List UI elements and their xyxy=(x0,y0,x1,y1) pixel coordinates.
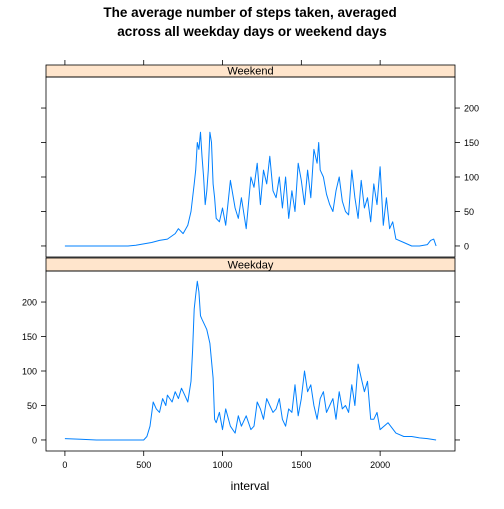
x-tick-label: 500 xyxy=(136,460,151,470)
y-tick-label-weekday: 100 xyxy=(22,367,37,377)
series-line-weekday xyxy=(64,280,437,441)
chart-title: The average number of steps taken, avera… xyxy=(103,5,400,39)
x-tick-label: 1000 xyxy=(213,460,233,470)
y-tick-label-weekend: 50 xyxy=(464,207,474,217)
x-tick-label: 0 xyxy=(62,460,67,470)
panel-weekday: Weekday 0 50 100 150 200 xyxy=(22,257,460,452)
x-tick-label: 2000 xyxy=(370,460,390,470)
x-axis: 0 500 1000 1500 2000 xyxy=(62,451,390,470)
y-tick-label-weekday: 200 xyxy=(22,298,37,308)
chart-title-line-1: The average number of steps taken, avera… xyxy=(103,5,396,20)
y-tick-label-weekend: 150 xyxy=(464,138,479,148)
y-tick-label-weekday: 150 xyxy=(22,332,37,342)
x-tick-label: 1500 xyxy=(291,460,311,470)
y-tick-label-weekday: 50 xyxy=(27,401,37,411)
panel-border-weekday xyxy=(45,270,456,452)
strip-label-weekend: Weekend xyxy=(227,66,273,78)
x-axis-label: interval xyxy=(231,479,270,493)
series-line-weekend xyxy=(64,131,437,247)
panel-weekend: Weekend 0 50 100 150 200 xyxy=(41,60,479,258)
strip-label-weekday: Weekday xyxy=(228,260,274,272)
y-tick-label-weekend: 200 xyxy=(464,104,479,114)
y-tick-label-weekday: 0 xyxy=(32,435,37,445)
panels-layer: Weekend 0 50 100 150 200 Weekday 0 50 100 150 200 xyxy=(22,60,479,452)
chart-title-line-2: across all weekday days or weekend days xyxy=(117,24,386,39)
y-tick-label-weekend: 0 xyxy=(464,241,469,251)
y-tick-label-weekend: 100 xyxy=(464,173,479,183)
panel-border-weekend xyxy=(45,76,456,258)
